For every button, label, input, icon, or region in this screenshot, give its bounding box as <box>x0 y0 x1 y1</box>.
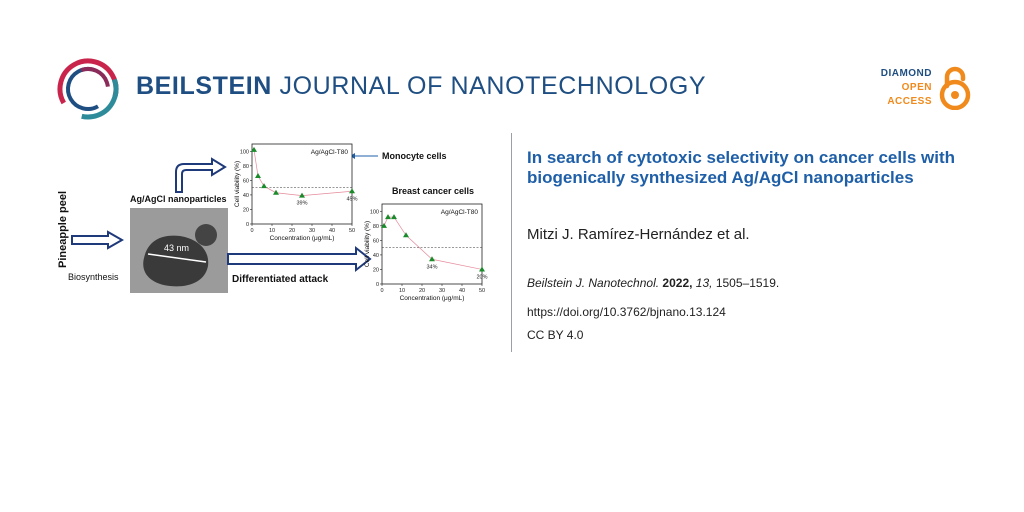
article-title[interactable]: In search of cytotoxic selectivity on ca… <box>527 148 955 187</box>
x-tick-label: 30 <box>309 228 315 234</box>
data-point <box>429 256 435 262</box>
x-tick-label: 40 <box>459 288 465 294</box>
nanoparticle-small <box>195 224 217 246</box>
x-tick-label: 50 <box>479 288 485 294</box>
y-tick-label: 0 <box>246 222 249 228</box>
y-tick-label: 40 <box>243 193 249 199</box>
data-point <box>391 214 397 220</box>
plot-frame <box>381 203 483 285</box>
breast-cancer-chart: 0 10 20 30 40 50 0 20 40 60 80 100 34% 20% Ag/AgCl-T80… <box>364 203 488 302</box>
x-tick-label: 10 <box>399 288 405 294</box>
x-tick-label: 0 <box>250 228 253 234</box>
journal-name-bold: BEILSTEIN <box>136 72 272 100</box>
arrow-attack-icon <box>227 245 372 273</box>
badge-line-open: OPEN <box>901 82 932 93</box>
particle-size-label: 43 nm <box>164 243 189 253</box>
size-scale-line <box>147 253 207 263</box>
breast-cancer-label: Breast cancer cells <box>392 186 474 196</box>
x-tick-label: 10 <box>269 228 275 234</box>
data-point <box>403 232 409 238</box>
monocyte-label: Monocyte cells <box>382 151 447 161</box>
y-axis-label: Cell viability (%) <box>234 161 241 207</box>
x-tick-label: 0 <box>380 288 383 294</box>
citation: Beilstein J. Nanotechnol. 2022, 13, 1505… <box>527 276 779 290</box>
monocyte-chart: 0 10 20 30 40 50 0 20 40 60 80 100 39% 45% Ag/AgCl-T80… <box>234 143 358 242</box>
data-point <box>261 183 267 189</box>
y-tick-label: 0 <box>376 282 379 288</box>
differentiated-attack-label: Differentiated attack <box>232 274 329 285</box>
data-point <box>299 192 305 198</box>
doi-link[interactable]: https://doi.org/10.3762/bjnano.13.124 <box>527 305 726 319</box>
legend-label: Ag/AgCl-T80 <box>441 209 479 216</box>
citation-volume: 13, <box>695 276 713 290</box>
data-point <box>349 188 355 194</box>
x-axis-label: Concentration (μg/mL) <box>400 295 465 302</box>
journal-name-rest: JOURNAL OF NANOTECHNOLOGY <box>279 72 707 100</box>
citation-year: 2022, <box>662 276 693 290</box>
legend-label: Ag/AgCl-T80 <box>311 149 349 156</box>
x-tick-label: 20 <box>419 288 425 294</box>
badge-line-diamond: DIAMOND <box>880 68 932 79</box>
data-point <box>479 266 485 272</box>
data-label: 20% <box>476 274 487 280</box>
data-point <box>385 214 391 220</box>
citation-pages: 1505–1519. <box>715 276 780 290</box>
arrow-up-right-icon <box>175 157 227 193</box>
y-tick-label: 80 <box>243 164 249 170</box>
diamond-open-access-badge: DIAMOND OPEN ACCESS <box>866 64 976 114</box>
journal-name: BEILSTEIN JOURNAL OF NANOTECHNOLOGY <box>136 72 706 101</box>
citation-journal: Beilstein J. Nanotechnol. <box>527 276 660 290</box>
y-tick-label: 80 <box>373 224 379 230</box>
article-authors: Mitzi J. Ramírez-Hernández et al. <box>527 226 750 243</box>
nanoparticles-label: Ag/AgCl nanoparticles <box>130 194 227 204</box>
pineapple-peel-label: Pineapple peel <box>57 191 69 268</box>
data-point <box>381 222 387 228</box>
data-point <box>255 173 261 178</box>
data-label: 45% <box>346 196 357 202</box>
y-tick-label: 40 <box>373 253 379 259</box>
x-tick-label: 50 <box>349 228 355 234</box>
beilstein-logo-icon <box>57 58 119 120</box>
data-point <box>273 189 279 195</box>
y-tick-label: 100 <box>240 149 249 155</box>
open-lock-icon <box>939 66 971 110</box>
license: CC BY 4.0 <box>527 328 584 342</box>
y-axis-label: Cell viability (%) <box>364 221 371 267</box>
vertical-divider <box>511 133 512 352</box>
badge-line-access: ACCESS <box>887 96 932 107</box>
x-tick-label: 40 <box>329 228 335 234</box>
y-tick-label: 20 <box>373 267 379 273</box>
x-axis-label: Concentration (μg/mL) <box>270 235 335 242</box>
plot-frame <box>251 143 353 225</box>
x-tick-label: 20 <box>289 228 295 234</box>
y-tick-label: 100 <box>370 209 379 215</box>
data-label: 39% <box>296 201 307 207</box>
x-tick-label: 30 <box>439 288 445 294</box>
arrow-right-icon <box>71 230 125 250</box>
graphical-abstract: Pineapple peel Biosynthesis Ag/AgCl nano… <box>57 143 488 302</box>
y-tick-label: 60 <box>243 178 249 184</box>
biosynthesis-label: Biosynthesis <box>68 272 119 282</box>
monocyte-pointer-icon <box>350 153 355 159</box>
y-tick-label: 20 <box>243 207 249 213</box>
y-tick-label: 60 <box>373 238 379 244</box>
data-point <box>251 146 257 152</box>
nanoparticle-large <box>143 235 209 287</box>
data-label: 34% <box>426 264 437 270</box>
fit-curve <box>253 149 353 196</box>
